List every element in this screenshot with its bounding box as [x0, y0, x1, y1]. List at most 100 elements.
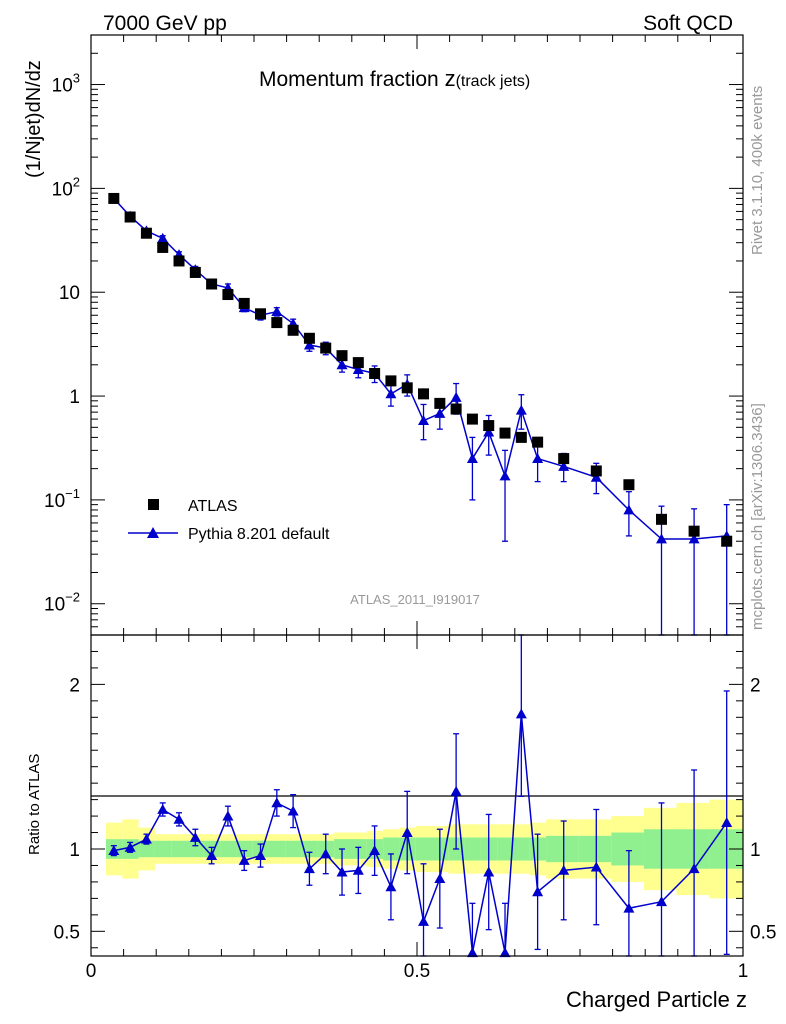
- y-tick-label: 10−1: [44, 486, 80, 512]
- data-point: [721, 535, 733, 547]
- ratio-band-inner: [236, 840, 253, 858]
- data-point: [352, 357, 364, 369]
- data-point: [558, 453, 570, 465]
- ratio-band-inner: [285, 840, 302, 858]
- ratio-point: [418, 915, 430, 926]
- ratio-point: [401, 827, 413, 837]
- mc-point: [532, 453, 544, 463]
- ratio-band-inner: [676, 829, 710, 869]
- data-point: [336, 350, 348, 362]
- data-point: [222, 289, 234, 301]
- ratio-point: [532, 886, 544, 897]
- legend-data-label: ATLAS: [188, 498, 238, 515]
- mc-point: [558, 460, 570, 471]
- y-tick-label: 10: [59, 283, 80, 304]
- ratio-point: [623, 902, 635, 913]
- plot-title-sub: (track jets): [456, 73, 531, 90]
- data-point: [401, 382, 413, 394]
- data-point: [108, 192, 120, 204]
- x-axis-label: Charged Particle z: [566, 987, 747, 1012]
- ratio-point: [238, 855, 250, 865]
- y-tick-label-exponent: −1: [65, 486, 80, 501]
- mcplots-label: mcplots.cern.ch [arXiv:1306.3436]: [749, 403, 766, 630]
- ratio-point: [124, 841, 136, 852]
- ratio-band-inner: [154, 840, 172, 858]
- analysis-id: ATLAS_2011_I919017: [350, 592, 480, 607]
- ratio-band-inner: [415, 837, 432, 861]
- ratio-point: [466, 947, 478, 958]
- ratio-point: [656, 896, 667, 907]
- mc-point: [434, 407, 446, 418]
- ratio-band-inner: [643, 829, 677, 869]
- ratio-point: [434, 873, 446, 884]
- data-point: [206, 278, 218, 290]
- ratio-point: [385, 881, 397, 892]
- legend-data-marker: [148, 499, 159, 510]
- mc-point: [590, 471, 602, 482]
- ratio-point: [157, 803, 169, 814]
- ratio-point: [189, 831, 201, 842]
- ratio-band-inner: [546, 835, 579, 863]
- ratio-band-inner: [611, 832, 644, 866]
- data-point: [303, 332, 315, 344]
- data-point: [189, 266, 201, 278]
- y-tick-label-base: 10: [44, 595, 65, 616]
- ratio-point: [688, 863, 700, 874]
- header-category: Soft QCD: [643, 12, 733, 35]
- mc-point: [515, 404, 527, 415]
- data-series: [108, 192, 733, 547]
- ratio-point: [336, 866, 348, 877]
- ratio-band-inner: [220, 840, 237, 858]
- y-tick-label: 102: [52, 174, 80, 200]
- y-tick-label-base: 10: [52, 179, 73, 200]
- data-point: [688, 525, 700, 537]
- x-tick-label: 1: [738, 961, 749, 982]
- y-axis-label: (1/Njet)dN/dz: [23, 60, 45, 178]
- mc-point: [688, 533, 700, 544]
- y-tick-label-base: 10: [52, 76, 73, 97]
- mc-point: [303, 339, 315, 350]
- ratio-point: [721, 817, 733, 828]
- ratio-point: [450, 785, 462, 796]
- data-point: [320, 342, 332, 354]
- main-plot-frame: [90, 34, 744, 636]
- plot-title-var: z: [445, 66, 456, 91]
- data-point: [369, 367, 381, 379]
- mc-point: [418, 415, 430, 426]
- data-point: [499, 427, 511, 439]
- mc-point: [499, 470, 511, 481]
- mc-point: [157, 232, 169, 243]
- ratio-band-inner: [513, 837, 530, 861]
- legend-mc-label: Pythia 8.201 default: [188, 526, 330, 543]
- x-tick-label: 0.5: [404, 961, 430, 982]
- ratio-point: [499, 947, 511, 958]
- data-point: [515, 431, 527, 443]
- ratio-point: [140, 833, 152, 844]
- legend-mc-marker: [147, 527, 159, 538]
- y-tick-label-exponent: 3: [73, 71, 80, 86]
- data-point: [590, 465, 602, 477]
- data-point: [271, 317, 283, 329]
- legend: ATLAS Pythia 8.201 default: [128, 498, 330, 543]
- ratio-point: [320, 848, 332, 859]
- ratio-point: [590, 861, 602, 872]
- data-point: [140, 227, 152, 239]
- ratio-point: [515, 708, 527, 719]
- ratio-point: [287, 805, 299, 816]
- ratio-band-inner: [268, 840, 286, 858]
- mc-point: [385, 388, 397, 399]
- ratio-axis-label: Ratio to ATLAS: [26, 754, 43, 855]
- mc-point: [656, 533, 667, 544]
- y-tick-label: 103: [52, 71, 80, 97]
- ratio-band-inner: [383, 837, 400, 861]
- mc-point: [352, 364, 364, 374]
- plot-title-main: Momentum fraction: [259, 68, 445, 91]
- data-point: [450, 403, 462, 415]
- ratio-tick-label-right: 0.5: [750, 922, 776, 943]
- rivet-label: Rivet 3.1.10, 400k events: [749, 86, 766, 255]
- ratio-point: [352, 864, 364, 875]
- ratio-band-inner: [138, 840, 155, 858]
- data-point: [483, 420, 495, 432]
